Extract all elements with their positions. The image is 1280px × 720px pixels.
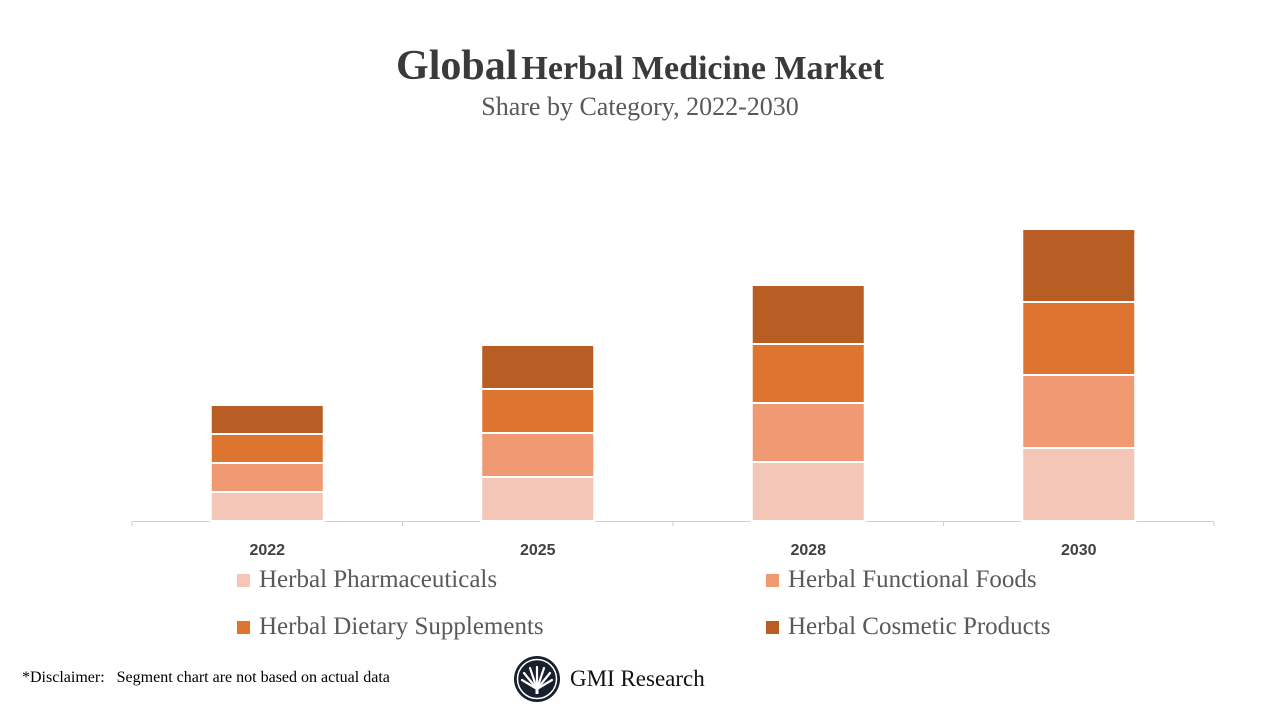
legend-swatch — [766, 573, 779, 587]
x-tick-label: 2030 — [1061, 542, 1097, 559]
disclaimer: *Disclaimer: Segment chart are not based… — [22, 669, 390, 686]
logo-text: GMI Research — [570, 666, 705, 691]
bar-segment-2030-0 — [1021, 447, 1137, 522]
chart-subtitle: Share by Category, 2022-2030 — [481, 92, 799, 121]
bar-segment-2022-1 — [209, 462, 325, 493]
bar-segment-2025-2 — [480, 388, 596, 434]
x-tick-label: 2025 — [520, 542, 556, 559]
legend-label: Herbal Functional Foods — [788, 566, 1037, 593]
gmi-logo: GMI Research — [513, 655, 705, 703]
fan-leaf-logo-icon — [514, 656, 560, 702]
bar-segment-2022-3 — [209, 404, 325, 435]
bar-segment-2022-0 — [209, 491, 325, 522]
legend-item-functional-foods: Herbal Functional Foods — [766, 566, 1037, 594]
legend-item-pharmaceuticals: Herbal Pharmaceuticals — [237, 566, 497, 594]
x-tick-label: 2022 — [249, 542, 285, 559]
bar-segment-2028-0 — [750, 461, 866, 522]
title-rest: Herbal Medicine Market — [521, 50, 884, 87]
legend-swatch — [237, 573, 250, 587]
legend-item-cosmetic-products: Herbal Cosmetic Products — [766, 613, 1050, 641]
bar-segment-2022-2 — [209, 433, 325, 464]
bar-segment-2025-3 — [480, 344, 596, 390]
bar-segment-2030-3 — [1021, 228, 1137, 303]
legend-label: Herbal Pharmaceuticals — [259, 566, 498, 593]
bar-segment-2030-1 — [1021, 374, 1137, 449]
legend-label: Herbal Cosmetic Products — [788, 613, 1051, 640]
legend-swatch — [766, 620, 779, 634]
title-prefix: Global — [396, 43, 518, 89]
bar-segment-2028-2 — [750, 343, 866, 404]
bar-segment-2025-0 — [480, 476, 596, 522]
x-tick-label: 2028 — [790, 542, 826, 559]
legend-swatch — [237, 620, 250, 634]
bar-segment-2025-1 — [480, 432, 596, 478]
bar-segment-2028-1 — [750, 402, 866, 463]
legend-item-dietary-supplements: Herbal Dietary Supplements — [237, 613, 544, 641]
legend-label: Herbal Dietary Supplements — [259, 613, 544, 640]
bar-segment-2028-3 — [750, 284, 866, 345]
chart-title: Global Herbal Medicine Market — [0, 42, 1280, 90]
bar-segment-2030-2 — [1021, 301, 1137, 376]
